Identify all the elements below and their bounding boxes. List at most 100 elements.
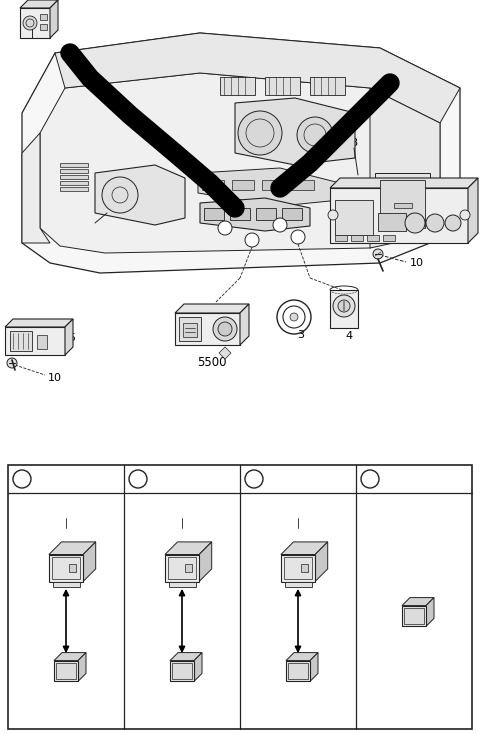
Polygon shape xyxy=(330,290,358,328)
Bar xyxy=(380,180,425,228)
Polygon shape xyxy=(22,133,50,243)
Polygon shape xyxy=(175,313,240,345)
Circle shape xyxy=(245,233,259,247)
Polygon shape xyxy=(52,557,80,579)
Polygon shape xyxy=(65,319,73,355)
Circle shape xyxy=(460,210,470,220)
Polygon shape xyxy=(468,178,478,243)
Polygon shape xyxy=(83,542,96,581)
Polygon shape xyxy=(165,542,212,554)
Text: c: c xyxy=(277,221,283,229)
Circle shape xyxy=(218,221,232,235)
Circle shape xyxy=(273,218,287,232)
Polygon shape xyxy=(168,581,195,587)
Bar xyxy=(8,465,472,729)
Circle shape xyxy=(23,16,37,30)
Bar xyxy=(220,77,255,95)
Bar xyxy=(69,564,76,572)
Bar xyxy=(265,77,300,95)
Circle shape xyxy=(290,313,298,321)
Circle shape xyxy=(13,470,31,488)
Polygon shape xyxy=(402,597,434,605)
Bar xyxy=(262,180,284,190)
Polygon shape xyxy=(165,554,199,581)
Bar xyxy=(183,323,197,337)
Circle shape xyxy=(245,470,263,488)
Circle shape xyxy=(445,215,461,231)
Polygon shape xyxy=(78,652,86,682)
Text: d: d xyxy=(367,474,373,484)
Bar xyxy=(230,208,250,220)
Polygon shape xyxy=(330,188,468,243)
Polygon shape xyxy=(219,347,231,359)
Text: 9: 9 xyxy=(294,508,301,518)
Bar xyxy=(37,335,47,349)
Polygon shape xyxy=(286,660,310,682)
Circle shape xyxy=(213,317,237,341)
Text: 10: 10 xyxy=(48,373,62,383)
Bar xyxy=(10,331,32,351)
Bar xyxy=(375,173,430,233)
Bar xyxy=(335,200,373,235)
Polygon shape xyxy=(286,652,318,660)
Bar xyxy=(60,163,88,167)
Bar xyxy=(367,235,379,241)
Polygon shape xyxy=(50,0,58,38)
Text: 4: 4 xyxy=(345,331,352,341)
Text: 5500: 5500 xyxy=(197,356,227,369)
Bar xyxy=(232,180,254,190)
Text: a: a xyxy=(249,235,255,245)
Bar xyxy=(351,235,363,241)
Circle shape xyxy=(373,249,383,259)
Bar xyxy=(60,181,88,185)
Polygon shape xyxy=(22,33,460,273)
Text: 2: 2 xyxy=(62,508,70,518)
Polygon shape xyxy=(199,542,212,581)
Polygon shape xyxy=(49,542,96,554)
Circle shape xyxy=(291,230,305,244)
Polygon shape xyxy=(281,542,328,554)
Polygon shape xyxy=(5,327,65,355)
Polygon shape xyxy=(315,542,328,581)
Bar xyxy=(310,77,345,95)
Polygon shape xyxy=(168,557,196,579)
Bar xyxy=(40,24,47,30)
Text: b: b xyxy=(295,232,301,241)
Polygon shape xyxy=(170,660,194,682)
Circle shape xyxy=(218,322,232,336)
Bar xyxy=(60,169,88,173)
Bar xyxy=(378,213,406,231)
Text: b: b xyxy=(135,474,141,484)
Polygon shape xyxy=(172,663,192,679)
Polygon shape xyxy=(40,73,440,253)
Polygon shape xyxy=(288,663,308,679)
Text: 3: 3 xyxy=(297,330,304,340)
Text: 7: 7 xyxy=(179,508,186,518)
Polygon shape xyxy=(330,178,478,188)
Circle shape xyxy=(328,210,338,220)
Polygon shape xyxy=(235,98,355,165)
Circle shape xyxy=(405,213,425,233)
Text: d: d xyxy=(222,224,228,232)
Polygon shape xyxy=(194,652,202,682)
Circle shape xyxy=(7,358,17,368)
Polygon shape xyxy=(404,608,424,625)
Bar xyxy=(394,203,412,208)
Bar xyxy=(204,208,224,220)
Polygon shape xyxy=(5,319,73,327)
Bar xyxy=(60,187,88,191)
Bar xyxy=(256,208,276,220)
Circle shape xyxy=(102,177,138,213)
Circle shape xyxy=(333,295,355,317)
Text: 1: 1 xyxy=(386,473,394,485)
Text: 6: 6 xyxy=(32,8,39,18)
Circle shape xyxy=(338,300,350,312)
Polygon shape xyxy=(170,652,202,660)
Bar xyxy=(282,208,302,220)
Text: 1: 1 xyxy=(200,666,207,676)
Text: 1: 1 xyxy=(84,666,91,676)
Polygon shape xyxy=(49,554,83,581)
Circle shape xyxy=(426,214,444,232)
Text: 5: 5 xyxy=(68,333,75,343)
Bar xyxy=(383,235,395,241)
